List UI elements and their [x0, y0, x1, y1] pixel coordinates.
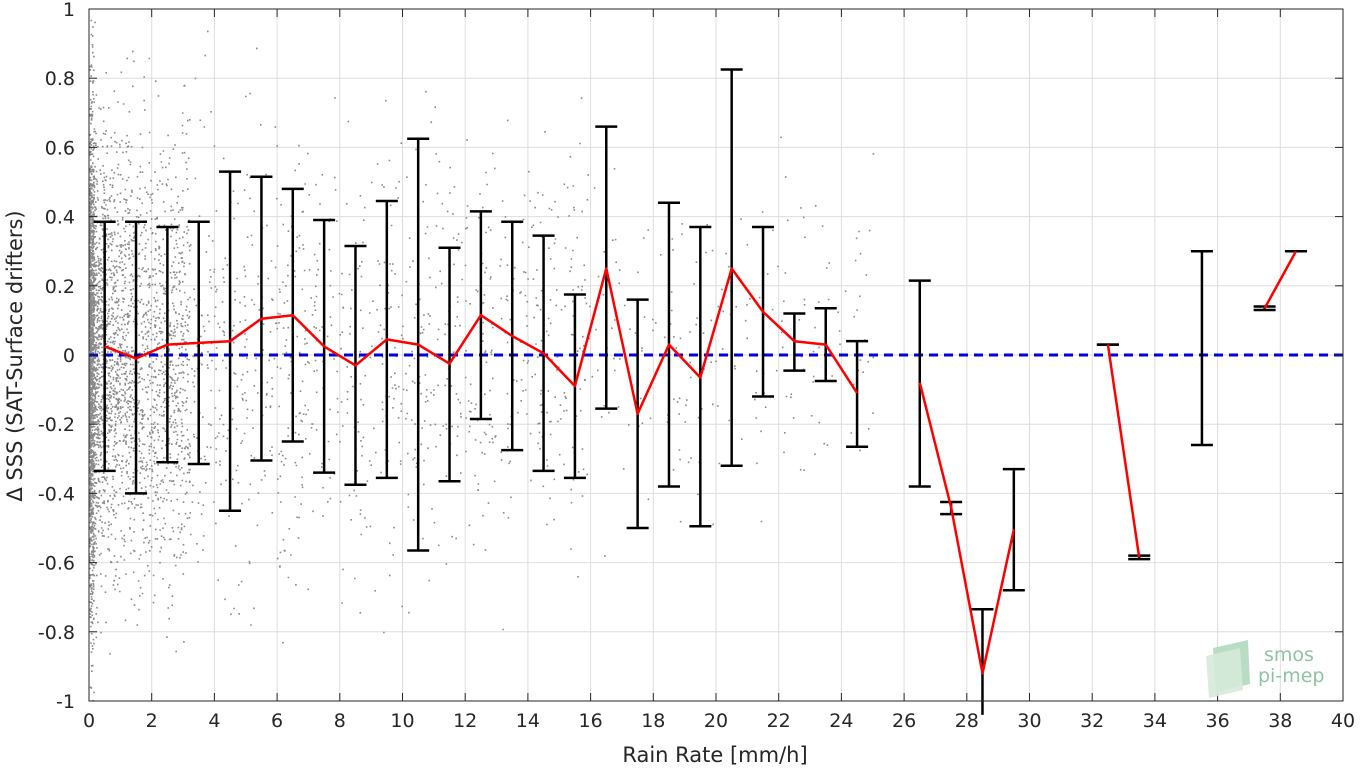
y-tick-label: 0.8: [45, 68, 75, 90]
x-tick-label: 32: [1080, 710, 1104, 732]
x-tick-label: 10: [390, 710, 414, 732]
y-tick-label: 0: [63, 345, 75, 367]
x-axis-label: Rain Rate [mm/h]: [622, 743, 807, 767]
y-tick-label: -0.2: [38, 414, 75, 436]
x-tick-label: 2: [146, 710, 158, 732]
logo-text-line2: pi-mep: [1258, 665, 1324, 687]
logo-text-line1: smos: [1264, 644, 1314, 666]
x-tick-label: 40: [1331, 710, 1355, 732]
x-tick-label: 0: [83, 710, 95, 732]
x-tick-label: 36: [1206, 710, 1230, 732]
y-axis-label: Δ SSS (SAT-Surface drifters): [3, 210, 27, 501]
y-tick-label: -0.8: [38, 622, 75, 644]
mean-line: [104, 250, 1298, 675]
mean-line-segment: [918, 382, 1016, 675]
mean-line-segment: [1106, 344, 1141, 558]
x-tick-label: 28: [955, 710, 979, 732]
logo-wave-icon-2: [1206, 648, 1243, 698]
x-tick-label: 12: [453, 710, 477, 732]
x-tick-label: 18: [641, 710, 665, 732]
y-tick-label: 0.2: [45, 276, 75, 298]
axes: [88, 8, 1344, 702]
x-tick-label: 30: [1017, 710, 1041, 732]
y-tick-label: 1: [63, 0, 75, 21]
y-tick-label: -1: [56, 691, 75, 713]
x-tick-label: 20: [704, 710, 728, 732]
x-tick-label: 6: [271, 710, 283, 732]
y-tick-label: 0.4: [45, 207, 75, 229]
y-tick-label: -0.4: [38, 483, 75, 505]
error-bars: [93, 68, 1307, 715]
smos-pi-mep-logo: smos pi-mep: [1206, 640, 1324, 698]
mean-line-segment: [1263, 250, 1298, 309]
x-tick-label: 26: [892, 710, 916, 732]
x-tick-label: 4: [208, 710, 220, 732]
tick-labels: 0 2 4 6 8 10 12 14 16 18 20 22 24 26 28 30 32 34 36 38 40-1-…: [38, 0, 1355, 732]
x-tick-label: 34: [1143, 710, 1167, 732]
y-tick-label: 0.6: [45, 137, 75, 159]
x-tick-label: 24: [829, 710, 853, 732]
x-tick-label: 8: [334, 710, 346, 732]
x-tick-label: 22: [767, 710, 791, 732]
y-tick-label: -0.6: [38, 553, 75, 575]
mean-line-segment: [104, 267, 859, 416]
x-tick-label: 14: [516, 710, 540, 732]
x-tick-label: 16: [579, 710, 603, 732]
x-tick-label: 38: [1268, 710, 1292, 732]
